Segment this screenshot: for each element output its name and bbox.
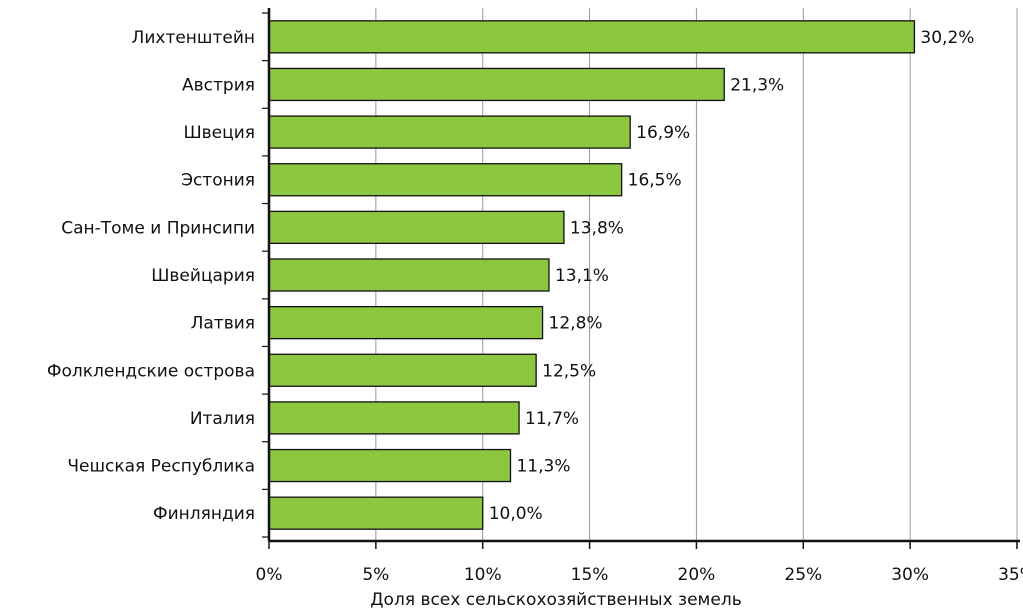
bar: [268, 210, 565, 245]
y-tick-label: Чешская Республика: [67, 457, 255, 477]
y-tick-label: Лихтенштейн: [132, 28, 255, 48]
bar: [268, 163, 623, 197]
value-label: 16,5%: [628, 171, 682, 191]
value-label: 21,3%: [730, 75, 784, 95]
x-tick-label: 10%: [464, 565, 502, 585]
bar: [268, 115, 631, 149]
y-tick-label: Швейцария: [151, 266, 255, 286]
y-tick-label: Австрия: [182, 75, 255, 95]
x-tick-label: 30%: [891, 565, 929, 585]
bar: [268, 305, 544, 340]
x-tick-label: 0%: [256, 565, 283, 585]
bar: [268, 20, 916, 54]
y-tick-label: Италия: [190, 409, 255, 429]
x-axis-label: Доля всех сельскохозяйственных земель: [370, 590, 741, 610]
bar: [268, 67, 725, 102]
y-tick-label: Фолклендские острова: [47, 361, 255, 381]
bar: [268, 448, 512, 483]
value-label: 11,7%: [525, 409, 579, 429]
bar: [268, 258, 550, 292]
x-tick-label: 25%: [784, 565, 822, 585]
y-tick-label: Эстония: [181, 171, 255, 191]
value-label: 13,8%: [570, 218, 624, 238]
value-label: 11,3%: [516, 457, 570, 477]
value-label: 13,1%: [555, 266, 609, 286]
bar: [268, 353, 537, 387]
y-tick-label: Финляндия: [153, 504, 255, 524]
x-tick-label: 5%: [362, 565, 389, 585]
y-tick-label: Латвия: [191, 314, 255, 334]
value-label: 10,0%: [489, 504, 543, 524]
value-label: 12,8%: [549, 314, 603, 334]
value-label: 16,9%: [636, 123, 690, 143]
y-tick-label: Сан-Томе и Принсипи: [61, 218, 255, 238]
value-label: 30,2%: [920, 28, 974, 48]
bar: [268, 401, 520, 435]
y-tick-label: Швеция: [183, 123, 255, 143]
value-label: 12,5%: [542, 361, 596, 381]
x-tick-label: 15%: [571, 565, 609, 585]
x-tick-label: 20%: [678, 565, 716, 585]
bar: [268, 496, 484, 530]
x-tick-label: 35%: [998, 565, 1023, 585]
